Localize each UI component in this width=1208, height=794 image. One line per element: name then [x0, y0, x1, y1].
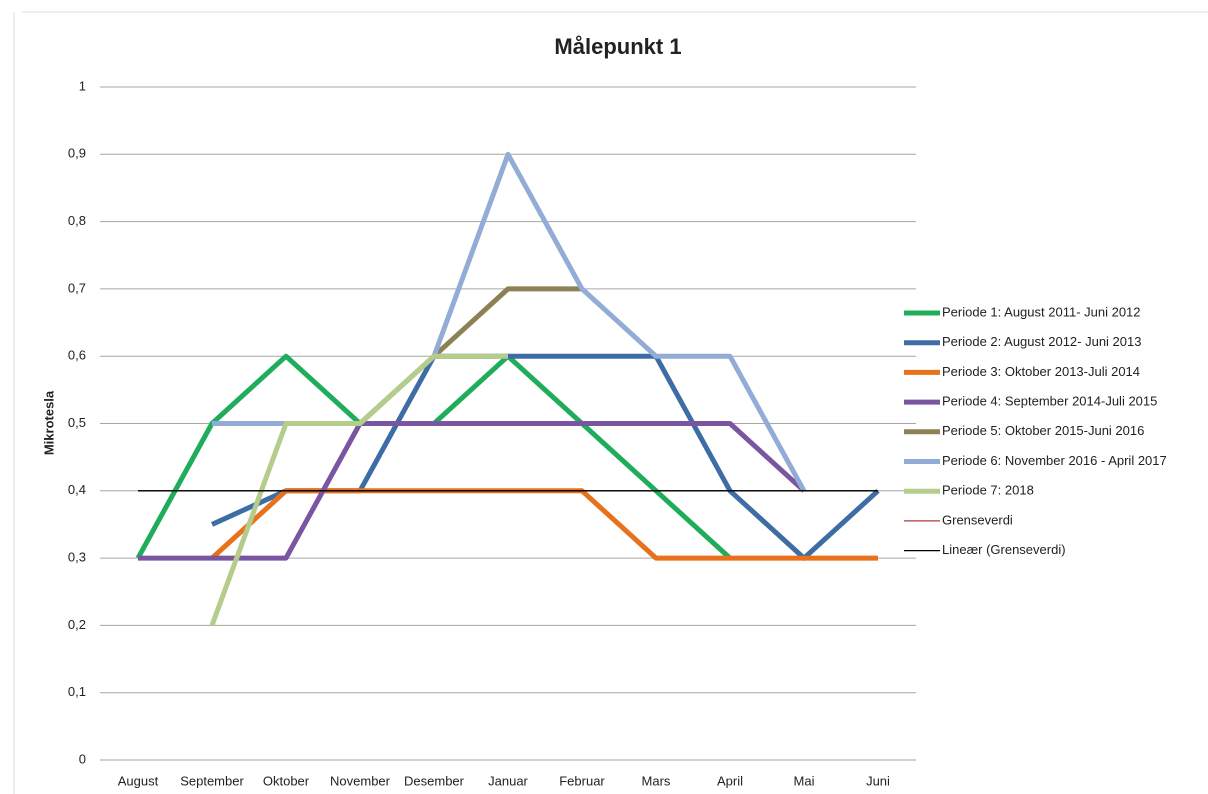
- y-tick-label: 1: [79, 78, 86, 93]
- y-axis-title: Mikrotesla: [41, 390, 56, 455]
- y-tick-label: 0,9: [68, 146, 86, 161]
- x-tick-label: Mai: [794, 773, 815, 788]
- x-tick-label: Oktober: [263, 773, 310, 788]
- legend-label: Grenseverdi: [942, 512, 1013, 527]
- legend-label: Periode 6: November 2016 - April 2017: [942, 453, 1167, 468]
- x-tick-label: Juni: [866, 773, 890, 788]
- legend-label: Periode 4: September 2014-Juli 2015: [942, 394, 1157, 409]
- x-tick-label: Januar: [488, 773, 528, 788]
- series-line: [138, 421, 806, 561]
- legend-label: Periode 7: 2018: [942, 483, 1034, 498]
- y-tick-label: 0,8: [68, 213, 86, 228]
- y-tick-label: 0,6: [68, 348, 86, 363]
- x-tick-label: Mars: [642, 773, 671, 788]
- legend-label: Periode 2: August 2012- Juni 2013: [942, 334, 1141, 349]
- legend-label: Lineær (Grenseverdi): [942, 542, 1066, 557]
- x-tick-label: Desember: [404, 773, 465, 788]
- legend-label: Periode 3: Oktober 2013-Juli 2014: [942, 364, 1140, 379]
- y-tick-label: 0: [79, 751, 86, 766]
- x-tick-label: April: [717, 773, 743, 788]
- y-tick-label: 0,2: [68, 617, 86, 632]
- y-tick-label: 0,1: [68, 684, 86, 699]
- series-line: [210, 488, 878, 561]
- legend-label: Periode 5: Oktober 2015-Juni 2016: [942, 423, 1144, 438]
- y-tick-label: 0,4: [68, 482, 86, 497]
- series-line: [212, 151, 807, 493]
- y-tick-label: 0,5: [68, 415, 86, 430]
- series-line: [135, 353, 732, 560]
- y-tick-label: 0,3: [68, 550, 86, 565]
- chart-title: Målepunkt 1: [554, 34, 681, 59]
- x-tick-label: August: [118, 773, 159, 788]
- x-tick-label: November: [330, 773, 391, 788]
- legend-label: Periode 1: August 2011- Juni 2012: [942, 304, 1141, 319]
- x-tick-label: Februar: [559, 773, 605, 788]
- y-tick-label: 0,7: [68, 280, 86, 295]
- x-tick-label: September: [180, 773, 244, 788]
